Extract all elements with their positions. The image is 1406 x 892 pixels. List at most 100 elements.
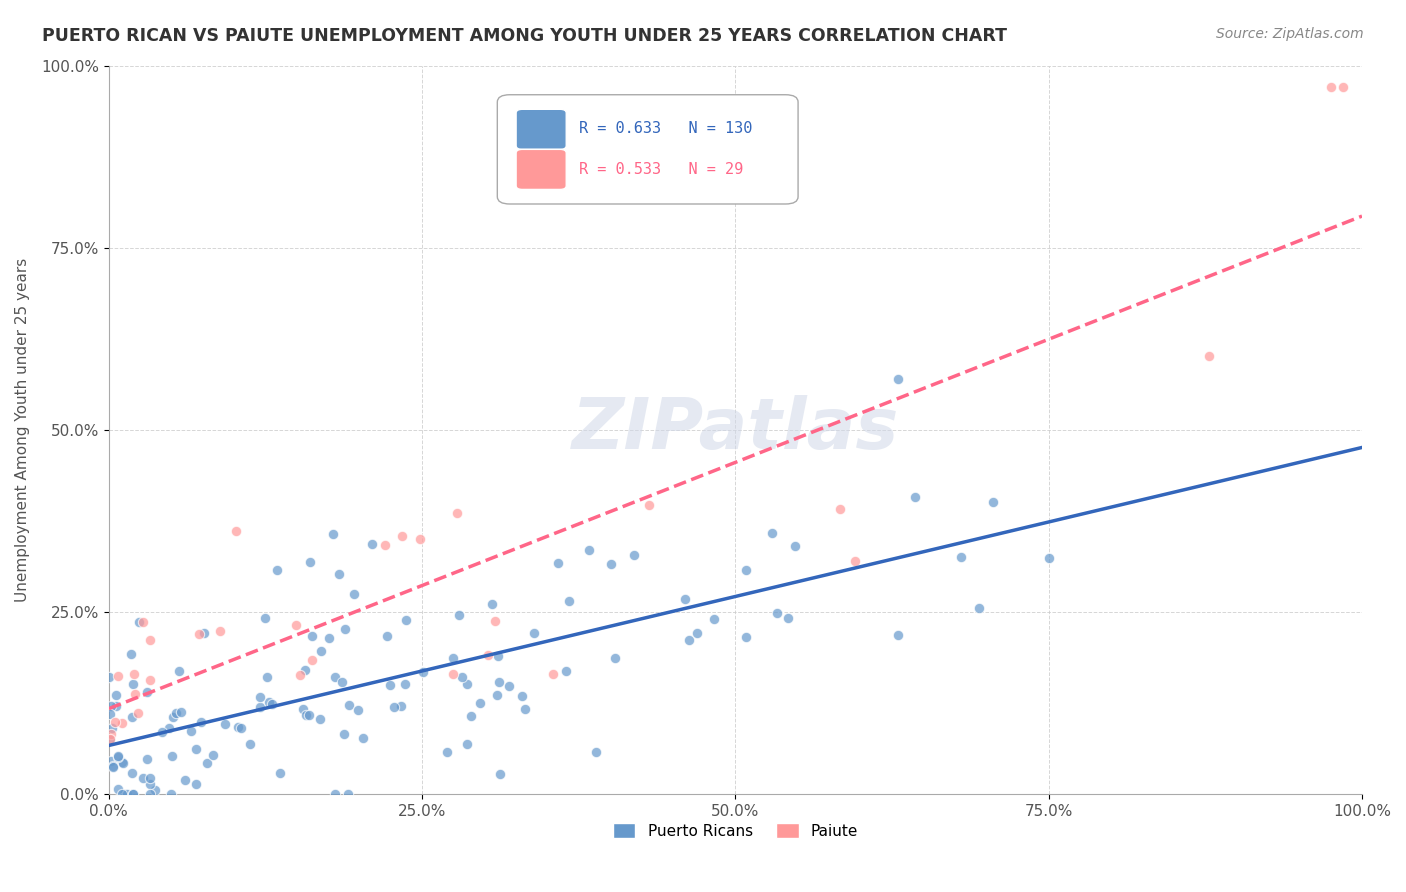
Puerto Ricans xyxy=(330,675,353,690)
Paiute xyxy=(127,706,149,720)
Puerto Ricans xyxy=(184,777,207,791)
Puerto Ricans xyxy=(323,787,346,801)
Puerto Ricans xyxy=(486,648,509,663)
Puerto Ricans xyxy=(603,651,626,665)
Puerto Ricans xyxy=(139,787,162,801)
Puerto Ricans xyxy=(333,727,356,741)
Paiute xyxy=(107,669,129,683)
Text: Source: ZipAtlas.com: Source: ZipAtlas.com xyxy=(1216,27,1364,41)
Puerto Ricans xyxy=(262,697,284,711)
Paiute xyxy=(541,667,564,681)
Puerto Ricans xyxy=(468,696,491,710)
Puerto Ricans xyxy=(121,710,143,724)
Puerto Ricans xyxy=(136,752,159,766)
Puerto Ricans xyxy=(950,549,973,564)
Legend: Puerto Ricans, Paiute: Puerto Ricans, Paiute xyxy=(606,816,865,845)
Puerto Ricans xyxy=(347,703,370,717)
Puerto Ricans xyxy=(783,539,806,553)
Puerto Ricans xyxy=(131,771,153,785)
Puerto Ricans xyxy=(157,721,180,735)
Puerto Ricans xyxy=(136,685,159,699)
Paiute xyxy=(225,524,247,538)
Puerto Ricans xyxy=(678,632,700,647)
Puerto Ricans xyxy=(412,665,434,679)
Paiute xyxy=(409,532,432,546)
Puerto Ricans xyxy=(481,597,503,611)
Puerto Ricans xyxy=(121,766,143,780)
Puerto Ricans xyxy=(100,754,122,768)
Puerto Ricans xyxy=(578,543,600,558)
Puerto Ricans xyxy=(460,708,482,723)
Puerto Ricans xyxy=(291,702,314,716)
Paiute xyxy=(391,529,413,543)
Paiute xyxy=(1331,80,1354,95)
Puerto Ricans xyxy=(98,707,121,722)
Puerto Ricans xyxy=(513,701,536,715)
Puerto Ricans xyxy=(122,677,145,691)
Paiute xyxy=(284,618,307,632)
Puerto Ricans xyxy=(776,611,799,625)
Puerto Ricans xyxy=(436,745,458,759)
Paiute xyxy=(132,615,155,629)
Puerto Ricans xyxy=(585,745,607,759)
Puerto Ricans xyxy=(337,698,360,712)
Puerto Ricans xyxy=(673,591,696,606)
Puerto Ricans xyxy=(138,777,160,791)
Puerto Ricans xyxy=(318,632,340,646)
Puerto Ricans xyxy=(328,567,350,582)
Paiute xyxy=(111,715,134,730)
Y-axis label: Unemployment Among Youth under 25 years: Unemployment Among Youth under 25 years xyxy=(15,258,30,602)
Puerto Ricans xyxy=(98,732,121,747)
Puerto Ricans xyxy=(186,742,208,756)
Paiute xyxy=(441,667,464,681)
Puerto Ricans xyxy=(456,677,478,691)
Puerto Ricans xyxy=(395,613,418,627)
Puerto Ricans xyxy=(335,623,357,637)
Puerto Ricans xyxy=(98,670,121,684)
Puerto Ricans xyxy=(180,723,202,738)
Puerto Ricans xyxy=(165,706,187,721)
Puerto Ricans xyxy=(456,737,478,751)
Paiute xyxy=(830,502,852,516)
Paiute xyxy=(98,731,121,746)
Puerto Ricans xyxy=(231,721,253,735)
Puerto Ricans xyxy=(101,722,124,736)
Puerto Ricans xyxy=(138,771,160,785)
Paiute xyxy=(1319,80,1341,95)
Puerto Ricans xyxy=(510,689,533,703)
Puerto Ricans xyxy=(981,495,1004,509)
Paiute xyxy=(638,498,661,512)
Paiute xyxy=(139,673,162,687)
Puerto Ricans xyxy=(266,563,288,577)
Text: R = 0.533   N = 29: R = 0.533 N = 29 xyxy=(579,161,742,177)
Puerto Ricans xyxy=(352,731,374,746)
Puerto Ricans xyxy=(1038,551,1060,566)
Puerto Ricans xyxy=(107,750,129,764)
Puerto Ricans xyxy=(441,651,464,665)
Puerto Ricans xyxy=(447,608,470,623)
Text: PUERTO RICAN VS PAIUTE UNEMPLOYMENT AMONG YOUTH UNDER 25 YEARS CORRELATION CHART: PUERTO RICAN VS PAIUTE UNEMPLOYMENT AMON… xyxy=(42,27,1007,45)
Puerto Ricans xyxy=(498,680,520,694)
Puerto Ricans xyxy=(389,698,412,713)
Puerto Ricans xyxy=(104,699,127,714)
Puerto Ricans xyxy=(378,678,401,692)
Paiute xyxy=(477,648,499,662)
Paiute xyxy=(1198,349,1220,363)
Puerto Ricans xyxy=(159,787,181,801)
Puerto Ricans xyxy=(343,587,366,601)
Puerto Ricans xyxy=(115,787,138,801)
Puerto Ricans xyxy=(249,699,271,714)
Paiute xyxy=(208,624,231,638)
Puerto Ricans xyxy=(107,749,129,764)
Puerto Ricans xyxy=(600,557,623,571)
Puerto Ricans xyxy=(167,664,190,678)
Puerto Ricans xyxy=(735,563,758,577)
Puerto Ricans xyxy=(104,689,127,703)
Paiute xyxy=(188,627,211,641)
Puerto Ricans xyxy=(686,626,709,640)
Puerto Ricans xyxy=(107,782,129,797)
Puerto Ricans xyxy=(555,665,578,679)
Puerto Ricans xyxy=(190,714,212,729)
Puerto Ricans xyxy=(170,706,193,720)
Puerto Ricans xyxy=(311,643,333,657)
